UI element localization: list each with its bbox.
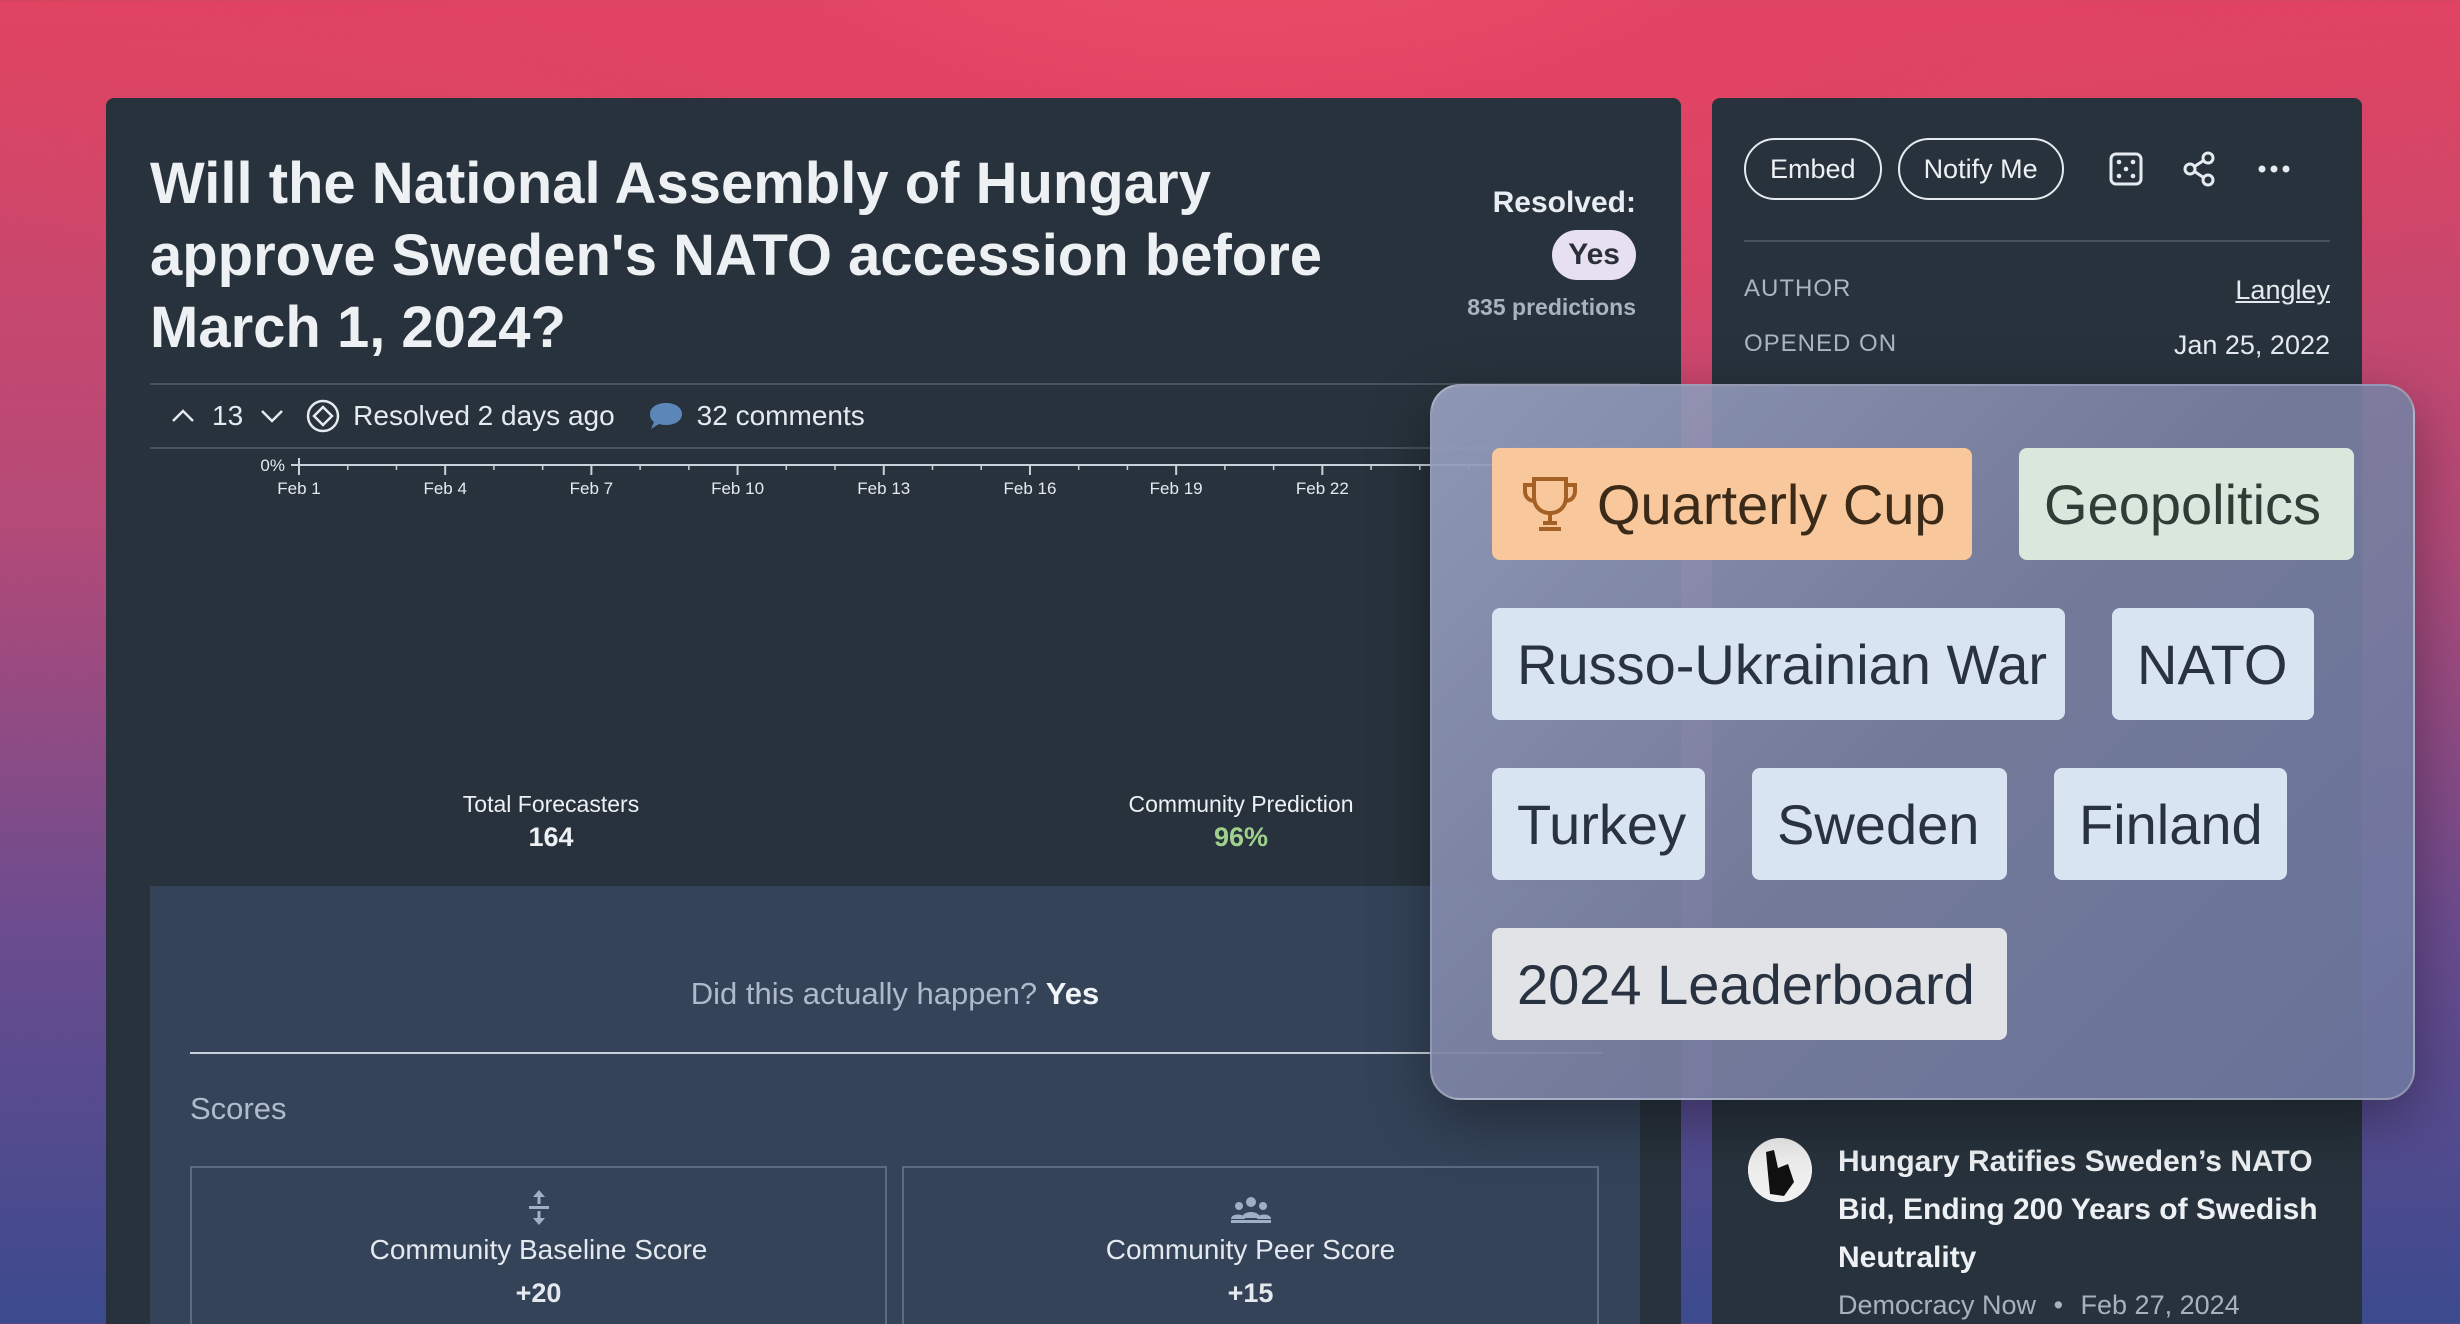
comments-link[interactable]: 32 comments <box>647 400 865 432</box>
resolution-panel: Did this actually happen? Yes Scores Com… <box>150 886 1640 1324</box>
question-title: Will the National Assembly of Hungary ap… <box>150 151 1323 360</box>
news-source-avatar <box>1748 1138 1812 1202</box>
tag-geopolitics[interactable]: Geopolitics <box>2019 448 2354 560</box>
resolved-icon <box>306 399 340 433</box>
author-link[interactable]: Langley <box>2235 275 2330 305</box>
x-tick-label: Feb 7 <box>570 479 613 498</box>
upvote-button[interactable] <box>168 401 198 431</box>
peer-score-card: Community Peer Score +15 <box>902 1166 1599 1324</box>
baseline-score-label: Community Baseline Score <box>369 1234 708 1265</box>
x-tick-label: Feb 13 <box>857 479 910 498</box>
dice-icon <box>2109 152 2143 186</box>
news-source-line: Democracy Now • Feb 27, 2024 <box>1838 1290 2240 1321</box>
resolved-label: Resolved: <box>1492 186 1636 219</box>
total-forecasters-label: Total Forecasters <box>462 791 640 817</box>
tag-2024-leaderboard[interactable]: 2024 Leaderboard <box>1492 928 2007 1040</box>
x-tick-label: Feb 22 <box>1296 479 1349 498</box>
opened-date: Jan 25, 2022 <box>2173 330 2330 360</box>
baseline-score-value: +20 <box>515 1278 562 1308</box>
x-tick-label: Feb 16 <box>1003 479 1056 498</box>
tags-overlay: Quarterly Cup Geopolitics Russo-Ukrainia… <box>1430 384 2415 1100</box>
tag-russo-ukrainian-war[interactable]: Russo-Ukrainian War <box>1492 608 2065 720</box>
total-forecasters-value: 164 <box>528 822 574 852</box>
peer-score-value: +15 <box>1227 1278 1274 1308</box>
baseline-score-card: Community Baseline Score +20 <box>190 1166 887 1324</box>
action-toolbar: Embed Notify Me <box>1744 138 2296 200</box>
tag-label: Geopolitics <box>2044 472 2322 536</box>
more-options-button[interactable] <box>2252 147 2296 191</box>
comments-count: 32 comments <box>696 400 865 431</box>
share-icon <box>2183 151 2215 187</box>
embed-button[interactable]: Embed <box>1744 138 1882 200</box>
x-tick-label: Feb 1 <box>277 479 320 498</box>
tag-turkey[interactable]: Turkey <box>1492 768 1705 880</box>
resolution-badge: Yes <box>1552 230 1636 280</box>
resolution-status: Resolved: Yes 835 predictions <box>1467 186 1636 321</box>
community-prediction: Community Prediction 96% <box>1106 791 1376 853</box>
opened-key: OPENED ON <box>1744 330 1898 357</box>
y-tick-label: 0% <box>260 458 285 475</box>
more-dots-icon <box>2258 165 2290 173</box>
question-meta-bar: 13 Resolved 2 days ago 32 comments <box>150 383 1640 449</box>
vote-count: 13 <box>212 400 244 431</box>
share-button[interactable] <box>2178 147 2222 191</box>
tag-nato[interactable]: NATO <box>2112 608 2314 720</box>
predictions-count: 835 predictions <box>1467 294 1636 320</box>
resolved-status: Resolved 2 days ago <box>305 398 615 434</box>
baseline-score-icon <box>192 1188 885 1228</box>
did-it-happen: Did this actually happen? Yes <box>150 976 1640 1012</box>
comment-bubble-icon <box>649 403 682 429</box>
chevron-down-icon <box>261 410 284 423</box>
question-card: Will the National Assembly of Hungary ap… <box>106 98 1681 1324</box>
did-it-happen-question: Did this actually happen? <box>690 976 1038 1011</box>
downvote-button[interactable] <box>257 401 287 431</box>
tag-finland[interactable]: Finland <box>2054 768 2287 880</box>
tag-sweden[interactable]: Sweden <box>1752 768 2007 880</box>
divider <box>190 1052 1602 1054</box>
author-row: AUTHOR Langley <box>1744 275 2330 306</box>
dice-button[interactable] <box>2104 147 2148 191</box>
scores-heading: Scores <box>190 1091 287 1126</box>
total-forecasters: Total Forecasters 164 <box>441 791 661 853</box>
tag-label: NATO <box>2137 632 2288 696</box>
news-date: Feb 27, 2024 <box>2080 1290 2240 1320</box>
news-source: Democracy Now <box>1838 1290 2037 1320</box>
x-tick-label: Feb 19 <box>1150 479 1203 498</box>
did-it-happen-answer: Yes <box>1045 976 1100 1011</box>
tag-label: Finland <box>2079 792 2263 856</box>
chevron-up-icon <box>172 409 194 422</box>
separator-dot: • <box>2053 1290 2064 1320</box>
tag-label: 2024 Leaderboard <box>1517 952 1975 1016</box>
community-prediction-label: Community Prediction <box>1128 791 1354 817</box>
notify-me-button[interactable]: Notify Me <box>1897 138 2064 200</box>
x-tick-label: Feb 4 <box>423 479 466 498</box>
tag-label: Quarterly Cup <box>1597 472 1946 536</box>
peer-score-icon <box>904 1188 1597 1228</box>
opened-row: OPENED ON Jan 25, 2022 <box>1744 330 2330 361</box>
divider <box>1744 240 2330 242</box>
resolved-time: Resolved 2 days ago <box>353 400 615 431</box>
tag-label: Turkey <box>1517 792 1687 856</box>
news-headline[interactable]: Hungary Ratifies Sweden’s NATO Bid, Endi… <box>1838 1145 2318 1274</box>
tag-label: Russo-Ukrainian War <box>1517 632 2048 696</box>
tag-label: Sweden <box>1777 792 1980 856</box>
community-prediction-value: 96% <box>1213 822 1269 852</box>
tag-quarterly-cup[interactable]: Quarterly Cup <box>1492 448 1972 560</box>
author-key: AUTHOR <box>1744 275 1852 302</box>
trophy-icon <box>1523 477 1577 531</box>
peer-score-label: Community Peer Score <box>1105 1234 1396 1265</box>
x-tick-label: Feb 10 <box>711 479 764 498</box>
